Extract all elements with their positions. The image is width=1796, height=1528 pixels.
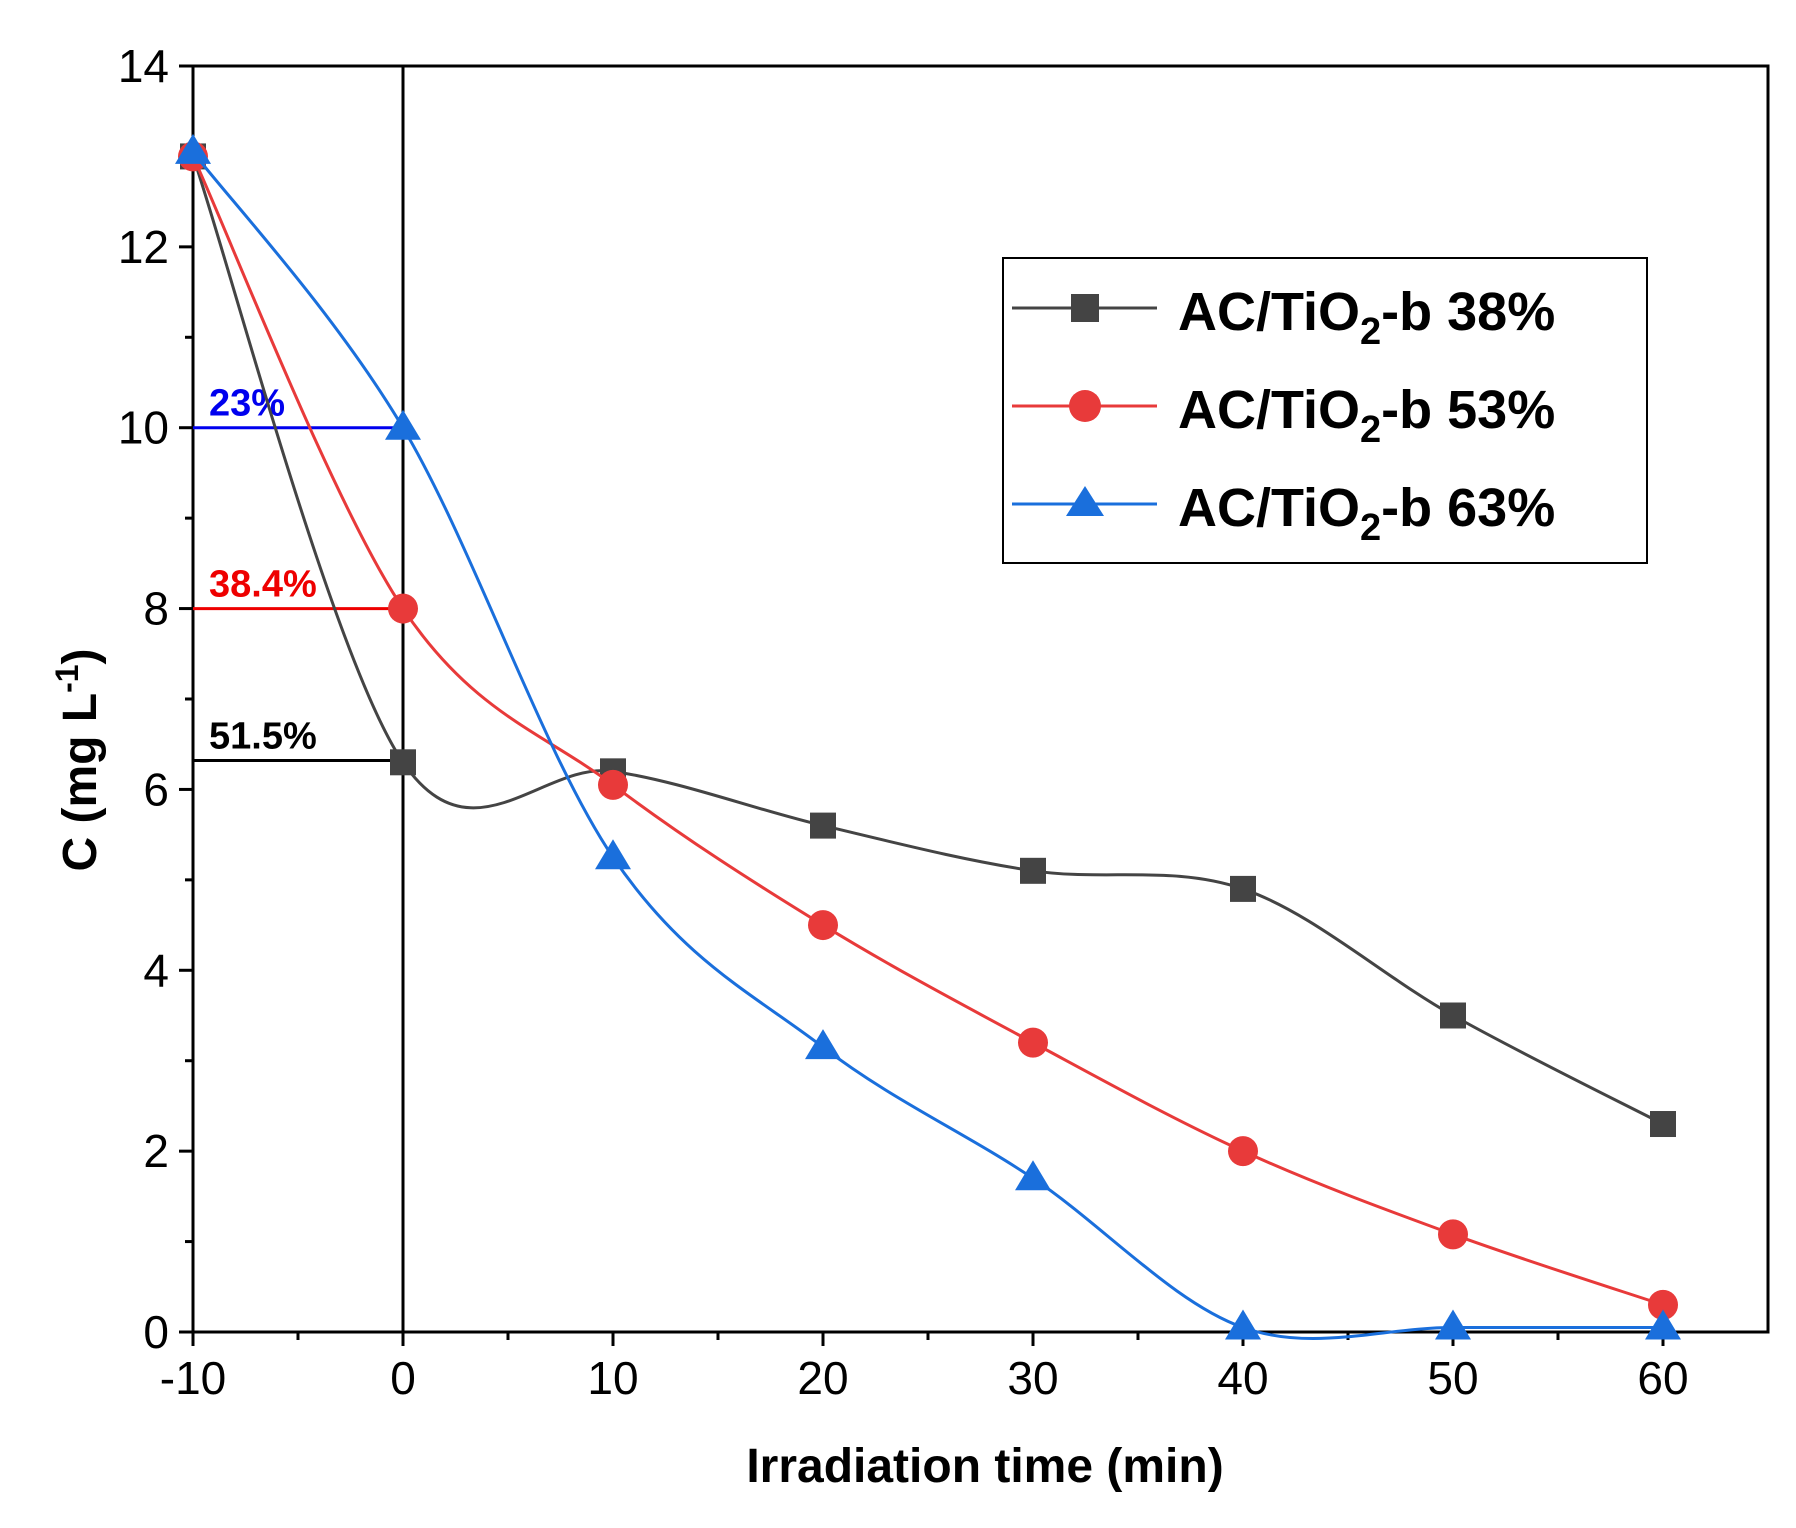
y-tick-label: 12: [118, 221, 169, 273]
legend-label-2: AC/TiO2-b 63%: [1178, 478, 1555, 549]
legend-marker-circle: [1069, 390, 1101, 422]
y-tick-label: 4: [143, 944, 169, 996]
y-tick-label: 10: [118, 402, 169, 454]
x-tick-label: 50: [1427, 1352, 1478, 1404]
x-tick-label: 10: [587, 1352, 638, 1404]
y-axis-title-close: ): [54, 648, 107, 664]
data-point-triangle: [1015, 1160, 1051, 1191]
y-tick-label: 8: [143, 583, 169, 635]
data-point-triangle: [385, 409, 421, 440]
data-point-circle: [808, 910, 838, 941]
annotations: 23%38.4%51.5%: [193, 383, 403, 762]
legend: AC/TiO2-b 38% AC/TiO2-b 53% AC/TiO2-b 63…: [1002, 257, 1648, 564]
x-tick-label: 60: [1637, 1352, 1688, 1404]
plot-frame: [191, 64, 1770, 1334]
data-point-circle: [1018, 1027, 1048, 1058]
data-point-circle: [1228, 1136, 1258, 1167]
data-point-circle: [598, 769, 628, 800]
data-point-square: [390, 749, 416, 776]
data-point-triangle: [1645, 1309, 1681, 1340]
series-line: [191, 155, 1664, 1307]
data-point-square: [810, 812, 836, 839]
series-layer: [175, 133, 1681, 1341]
data-point-triangle: [175, 133, 211, 164]
y-axis-title-main: C (mg L: [54, 693, 107, 872]
x-tick-label: 0: [390, 1352, 416, 1404]
data-point-circle: [388, 593, 418, 624]
legend-item-1: AC/TiO2-b 53%: [1012, 380, 1555, 451]
x-tick-label: 30: [1007, 1352, 1058, 1404]
y-tick-label: 6: [143, 763, 169, 815]
x-tick-label: 40: [1217, 1352, 1268, 1404]
legend-label-0: AC/TiO2-b 38%: [1178, 282, 1555, 353]
y-tick-label: 2: [143, 1125, 169, 1177]
data-point-triangle: [1225, 1309, 1261, 1340]
y-tick-label: 0: [143, 1306, 169, 1358]
y-axis-title: C (mg L-1): [49, 648, 107, 871]
data-point-square: [1230, 875, 1256, 902]
legend-label-1: AC/TiO2-b 53%: [1178, 380, 1555, 451]
series-2: [175, 133, 1681, 1341]
data-point-square: [1440, 1002, 1466, 1029]
legend-marker-square: [1071, 294, 1099, 322]
data-point-circle: [1438, 1219, 1468, 1250]
annotation-label: 51.5%: [209, 715, 317, 757]
y-axis-title-sup: -1: [49, 664, 85, 692]
legend-item-0: AC/TiO2-b 38%: [1012, 282, 1555, 353]
y-tick-label: 14: [118, 40, 169, 92]
x-axis-title: Irradiation time (min): [746, 1440, 1223, 1493]
x-tick-label: 20: [797, 1352, 848, 1404]
data-point-triangle: [805, 1029, 841, 1060]
legend-item-2: AC/TiO2-b 63%: [1012, 478, 1555, 549]
data-point-square: [1650, 1111, 1676, 1138]
plot-border: [191, 64, 1770, 1334]
series-1: [178, 141, 1678, 1320]
data-point-triangle: [595, 839, 631, 870]
series-line: [191, 155, 1664, 1126]
data-point-square: [1020, 857, 1046, 884]
data-point-triangle: [1435, 1309, 1471, 1340]
x-tick-label: -10: [160, 1352, 226, 1404]
legend-marker-triangle: [1066, 486, 1104, 516]
data-point-circle: [1648, 1289, 1678, 1320]
annotation-label: 38.4%: [209, 564, 317, 606]
